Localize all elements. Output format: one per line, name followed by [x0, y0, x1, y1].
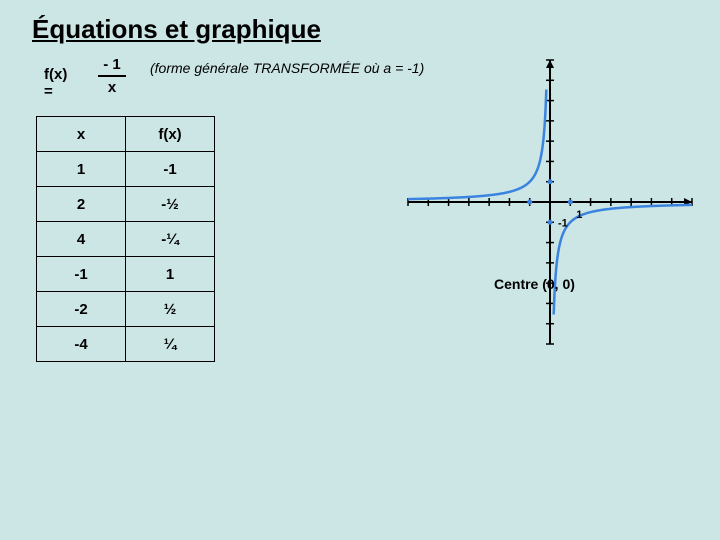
- equation-denominator: x: [98, 79, 126, 96]
- equation-lhs: f(x) =: [44, 66, 67, 100]
- table-row: 4 -¼: [37, 222, 215, 257]
- equation-fraction: - 1 x: [98, 56, 126, 96]
- svg-text:-1: -1: [558, 217, 568, 229]
- equation-note: (forme générale TRANSFORMÉE où a = -1): [150, 60, 424, 76]
- page-title: Équations et graphique: [32, 14, 321, 45]
- equation-numerator: - 1: [98, 56, 126, 73]
- table-row: 2 -½: [37, 187, 215, 222]
- table-header-x: x: [37, 117, 126, 152]
- table-header-fx: f(x): [126, 117, 215, 152]
- graph-svg: 1 -1: [400, 52, 700, 352]
- value-table: x f(x) 1 -1 2 -½ 4 -¼ -1 1 -2 ½: [36, 116, 215, 362]
- svg-text:1: 1: [576, 209, 582, 221]
- table-row: -1 1: [37, 257, 215, 292]
- table-row: -2 ½: [37, 292, 215, 327]
- table-row: 1 -1: [37, 152, 215, 187]
- center-label: Centre (0, 0): [494, 276, 575, 292]
- graph-area: 1 -1: [400, 52, 700, 352]
- table-row: -4 ¼: [37, 327, 215, 362]
